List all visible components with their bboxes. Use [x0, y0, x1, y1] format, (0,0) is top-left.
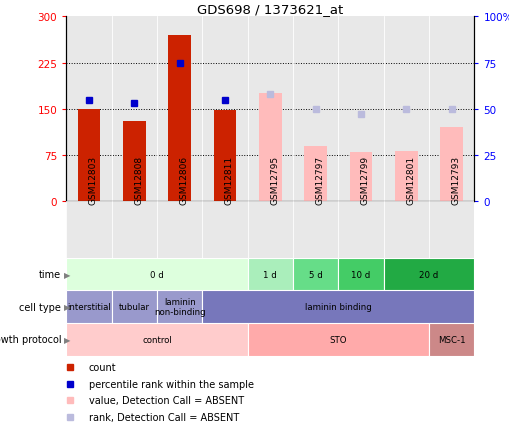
- Text: GSM12806: GSM12806: [179, 156, 188, 204]
- Bar: [111, 291, 157, 323]
- Text: rank, Detection Call = ABSENT: rank, Detection Call = ABSENT: [89, 411, 239, 421]
- Bar: [337, 258, 383, 291]
- Bar: [202, 202, 247, 258]
- Bar: [157, 202, 202, 258]
- Text: ▶: ▶: [64, 270, 70, 279]
- Text: STO: STO: [329, 335, 346, 344]
- Text: MSC-1: MSC-1: [437, 335, 465, 344]
- Bar: [157, 291, 202, 323]
- Bar: [247, 202, 292, 258]
- Bar: [292, 202, 337, 258]
- Bar: [168, 36, 190, 202]
- Text: laminin binding: laminin binding: [304, 302, 371, 312]
- Bar: [247, 258, 292, 291]
- Bar: [111, 202, 157, 258]
- Text: GSM12811: GSM12811: [224, 156, 234, 204]
- Text: laminin
non-binding: laminin non-binding: [154, 297, 205, 317]
- Text: 1 d: 1 d: [263, 270, 276, 279]
- Text: time: time: [39, 270, 61, 279]
- Text: GSM12795: GSM12795: [270, 156, 279, 204]
- Bar: [66, 202, 111, 258]
- Text: ▶: ▶: [64, 335, 70, 344]
- Text: GSM12801: GSM12801: [406, 156, 414, 204]
- Bar: [77, 109, 100, 202]
- Bar: [213, 111, 236, 202]
- Bar: [247, 323, 428, 356]
- Bar: [292, 258, 337, 291]
- Text: GSM12808: GSM12808: [134, 156, 143, 204]
- Text: ▶: ▶: [64, 302, 70, 312]
- Text: control: control: [142, 335, 172, 344]
- Text: 0 d: 0 d: [150, 270, 163, 279]
- Bar: [259, 94, 281, 202]
- Text: value, Detection Call = ABSENT: value, Detection Call = ABSENT: [89, 395, 243, 405]
- Bar: [383, 202, 428, 258]
- Text: GSM12797: GSM12797: [315, 156, 324, 204]
- Bar: [428, 323, 473, 356]
- Text: interstitial: interstitial: [67, 302, 110, 312]
- Text: count: count: [89, 362, 116, 372]
- Bar: [66, 258, 247, 291]
- Text: percentile rank within the sample: percentile rank within the sample: [89, 379, 253, 389]
- Bar: [304, 146, 326, 202]
- Bar: [428, 202, 473, 258]
- Text: tubular: tubular: [119, 302, 150, 312]
- Text: cell type: cell type: [19, 302, 61, 312]
- Bar: [349, 153, 372, 202]
- Text: GSM12799: GSM12799: [360, 156, 369, 204]
- Bar: [123, 122, 146, 202]
- Bar: [439, 128, 462, 202]
- Text: 10 d: 10 d: [351, 270, 370, 279]
- Bar: [66, 323, 247, 356]
- Bar: [394, 151, 417, 202]
- Text: GSM12793: GSM12793: [451, 156, 460, 204]
- Title: GDS698 / 1373621_at: GDS698 / 1373621_at: [197, 3, 343, 16]
- Bar: [66, 291, 111, 323]
- Bar: [337, 202, 383, 258]
- Text: 5 d: 5 d: [308, 270, 322, 279]
- Text: growth protocol: growth protocol: [0, 335, 61, 345]
- Text: 20 d: 20 d: [418, 270, 438, 279]
- Bar: [202, 291, 473, 323]
- Bar: [383, 258, 473, 291]
- Text: GSM12803: GSM12803: [89, 156, 98, 204]
